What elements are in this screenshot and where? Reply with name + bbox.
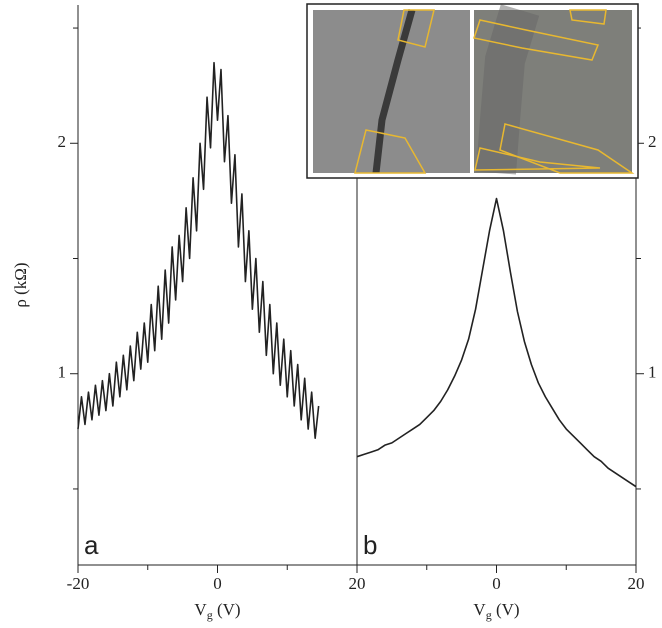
y-axis-label: ρ (kΩ) (11, 262, 30, 307)
x-label-symbol: V (473, 600, 486, 619)
flake (476, 4, 540, 175)
data-line (77, 61, 320, 440)
x-axis-label: Vg (V) (194, 600, 240, 622)
x-tick-label: 20 (349, 574, 366, 593)
y-tick-label: 1 (58, 363, 67, 382)
electrode (569, 9, 607, 25)
x-label-subscript: g (207, 608, 213, 622)
inset-micrograph (306, 3, 639, 179)
y-tick-label: 2 (648, 132, 657, 151)
y-tick-label: 1 (648, 363, 657, 382)
x-label-unit: (V) (492, 600, 520, 619)
x-label-subscript: g (486, 608, 492, 622)
y-tick-label: 2 (58, 132, 67, 151)
x-tick-label: 20 (628, 574, 645, 593)
x-label-symbol: V (194, 600, 207, 619)
electrode (473, 19, 600, 61)
x-tick-label: 0 (492, 574, 501, 593)
panel-label: a (84, 530, 99, 560)
electrode (474, 147, 601, 171)
x-tick-label: 0 (213, 574, 222, 593)
x-label-unit: (V) (213, 600, 241, 619)
data-line (356, 197, 637, 488)
x-axis-label: Vg (V) (473, 600, 519, 622)
panel-label: b (363, 530, 377, 560)
electrode (499, 123, 635, 174)
electrode (397, 9, 435, 48)
flake (372, 9, 416, 174)
x-tick-label: -20 (67, 574, 90, 593)
electrode (354, 129, 427, 174)
